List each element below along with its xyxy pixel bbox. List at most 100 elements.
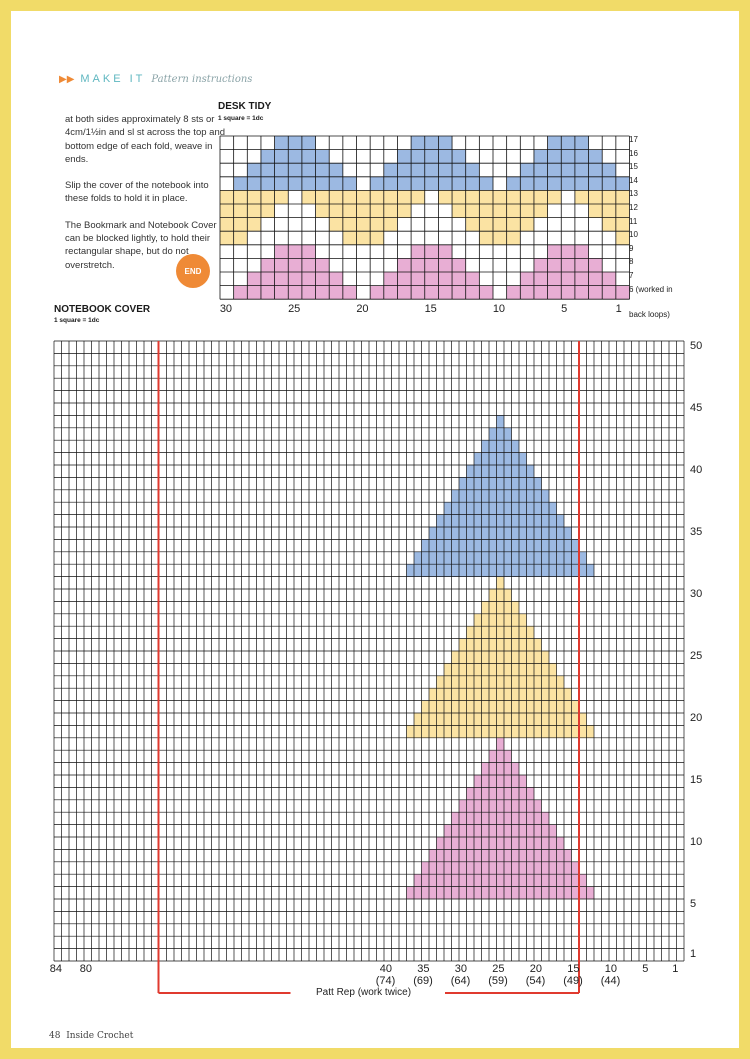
stitch-cell (534, 551, 542, 565)
stitch-cell (383, 176, 398, 191)
stitch-cell (489, 663, 497, 676)
stitch-cell (451, 824, 459, 837)
stitch-cell (411, 163, 425, 177)
stitch-cell (288, 176, 302, 191)
stitch-cell (496, 626, 504, 639)
stitch-cell (574, 258, 589, 272)
stitch-cell (511, 824, 519, 837)
stitch-cell (526, 700, 534, 713)
stitch-cell (504, 874, 512, 887)
stitch-cell (429, 849, 437, 862)
stitch-cell (301, 163, 316, 177)
stitch-cell (474, 489, 482, 503)
stitch-cell (444, 551, 452, 565)
stitch-cell (481, 886, 489, 899)
stitch-cell (459, 638, 467, 651)
stitch-cell (496, 440, 504, 453)
stitch-cell (504, 551, 512, 565)
stitch-cell (496, 551, 504, 565)
stitch-cell (481, 700, 489, 713)
stitch-cell (466, 564, 474, 577)
stitch-cell (519, 551, 527, 565)
stitch-cell (444, 837, 452, 850)
stitch-cell (547, 190, 562, 204)
stitch-cell (459, 886, 467, 899)
stitch-cell (504, 638, 512, 651)
stitch-cell (466, 886, 474, 899)
stitch-cell (615, 285, 630, 300)
stitch-cell (549, 688, 557, 701)
stitch-cell (233, 190, 248, 204)
row-label: 50 (690, 340, 703, 353)
stitch-cell (489, 527, 497, 540)
stitch-cell (526, 713, 534, 726)
stitch-cell (451, 663, 459, 676)
stitch-cell (444, 539, 452, 552)
stitch-cell (520, 204, 534, 218)
row-label: 40 (690, 464, 703, 477)
stitch-cell (534, 564, 542, 577)
stitch-cell (315, 163, 330, 177)
stitch-cell (370, 217, 384, 232)
stitch-cell (602, 272, 616, 286)
stitch-cell (301, 285, 316, 300)
stitch-cell (274, 176, 289, 191)
stitch-cell (474, 502, 482, 515)
row-label: 15 (629, 162, 638, 172)
stitch-cell (247, 190, 261, 204)
stitch-cell (574, 190, 589, 204)
stitch-cell (233, 231, 248, 245)
stitch-cell (481, 675, 489, 689)
stitch-cell (526, 799, 534, 813)
stitch-cell (496, 787, 504, 800)
stitch-cell (534, 713, 542, 726)
stitch-cell (526, 514, 534, 527)
stitch-cell (474, 874, 482, 887)
stitch-cell (534, 527, 542, 540)
stitch-cell (534, 477, 542, 490)
stitch-cell (526, 837, 534, 850)
stitch-cell (315, 258, 330, 272)
stitch-cell (496, 527, 504, 540)
stitch-cell (534, 489, 542, 503)
stitch-cell (602, 217, 616, 232)
stitch-cell (414, 725, 422, 738)
end-badge: END (176, 254, 210, 288)
stitch-cell (504, 700, 512, 713)
stitch-cell (504, 886, 512, 899)
stitch-cell (342, 285, 357, 300)
stitch-cell (429, 725, 437, 738)
stitch-cell (526, 886, 534, 899)
stitch-cell (519, 812, 527, 825)
column-label: 20 (529, 963, 542, 975)
stitch-cell (451, 502, 459, 515)
stitch-cell (474, 638, 482, 651)
stitch-cell (301, 136, 316, 150)
column-label: 10 (604, 963, 617, 975)
stitch-cell (329, 217, 343, 232)
stitch-cell (549, 849, 557, 862)
column-label: 15 (567, 963, 580, 975)
stitch-cell (564, 551, 572, 565)
stitch-cell (465, 204, 480, 218)
stitch-cell (489, 775, 497, 788)
stitch-cell (504, 675, 512, 689)
stitch-cell (436, 849, 444, 862)
stitch-cell (556, 713, 564, 726)
stitch-cell (564, 527, 572, 540)
column-label: 1 (672, 963, 679, 975)
row-label: 16 (629, 148, 638, 158)
stitch-cell (519, 787, 527, 800)
stitch-cell (496, 502, 504, 515)
stitch-cell (504, 713, 512, 726)
stitch-cell (493, 231, 507, 245)
stitch-cell (533, 258, 548, 272)
row-label: 10 (690, 836, 703, 849)
stitch-cell (504, 613, 512, 627)
stitch-cell (466, 626, 474, 639)
stitch-cell (506, 204, 521, 218)
stitch-cell (519, 613, 527, 627)
stitch-cell (561, 258, 575, 272)
row-label: 10 (629, 230, 638, 240)
stitch-cell (429, 713, 437, 726)
